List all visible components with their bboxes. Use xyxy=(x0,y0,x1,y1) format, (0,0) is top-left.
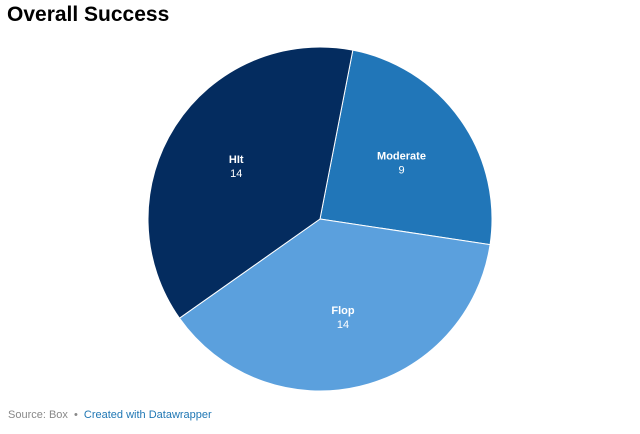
datawrapper-credit-link[interactable]: Created with Datawrapper xyxy=(83,409,212,421)
pie-slice-flop[interactable] xyxy=(178,218,491,392)
pie-labels: Moderate 9 Flop 14 HIt 14 xyxy=(229,150,426,331)
slice-value-hit: 14 xyxy=(230,168,242,180)
slice-value-moderate: 9 xyxy=(398,164,404,176)
chart-title: Overall Success xyxy=(7,3,170,26)
pie-slice-hit[interactable] xyxy=(147,46,354,319)
footer-separator: • xyxy=(73,409,78,421)
slice-label-moderate: Moderate xyxy=(377,150,426,162)
source-text: Source: Box xyxy=(8,409,68,421)
pie-slice-moderate[interactable] xyxy=(319,49,493,246)
slice-value-flop: 14 xyxy=(337,319,349,331)
slice-label-hit: HIt xyxy=(229,154,244,166)
chart-footer: Source: Box • Created with Datawrapper xyxy=(8,409,212,421)
pie-slices xyxy=(147,46,493,392)
slice-label-flop: Flop xyxy=(331,305,354,317)
